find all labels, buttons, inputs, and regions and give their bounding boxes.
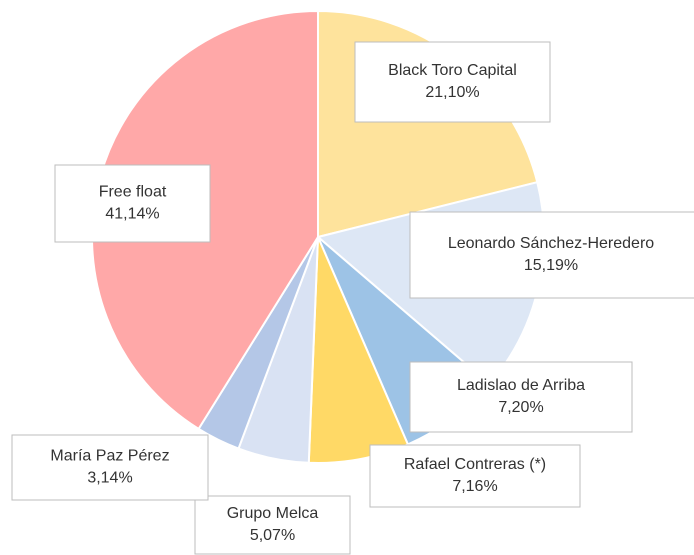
slice-label: Grupo Melca [227,505,319,522]
slice-label: Black Toro Capital [388,62,517,79]
slice-label: Leonardo Sánchez-Heredero [448,235,654,252]
slice-label: Free float [99,184,167,201]
label-box [194,495,351,555]
slice-value-label: 41,14% [105,206,159,223]
slice-value-label: 15,19% [524,257,578,274]
label-box [354,41,551,123]
slice-label: Ladislao de Arriba [457,377,585,394]
slice-value-label: 7,16% [452,478,497,495]
slice-value-label: 7,20% [498,399,543,416]
label-box [11,434,209,501]
label-box [369,444,581,508]
label-box [54,164,211,243]
slice-value-label: 5,07% [250,527,295,544]
label-box [409,211,694,299]
slice-label: María Paz Pérez [50,448,169,465]
slice-label: Rafael Contreras (*) [404,456,546,473]
label-box [409,361,633,433]
slice-value-label: 3,14% [87,470,132,487]
slice-value-label: 21,10% [425,84,479,101]
